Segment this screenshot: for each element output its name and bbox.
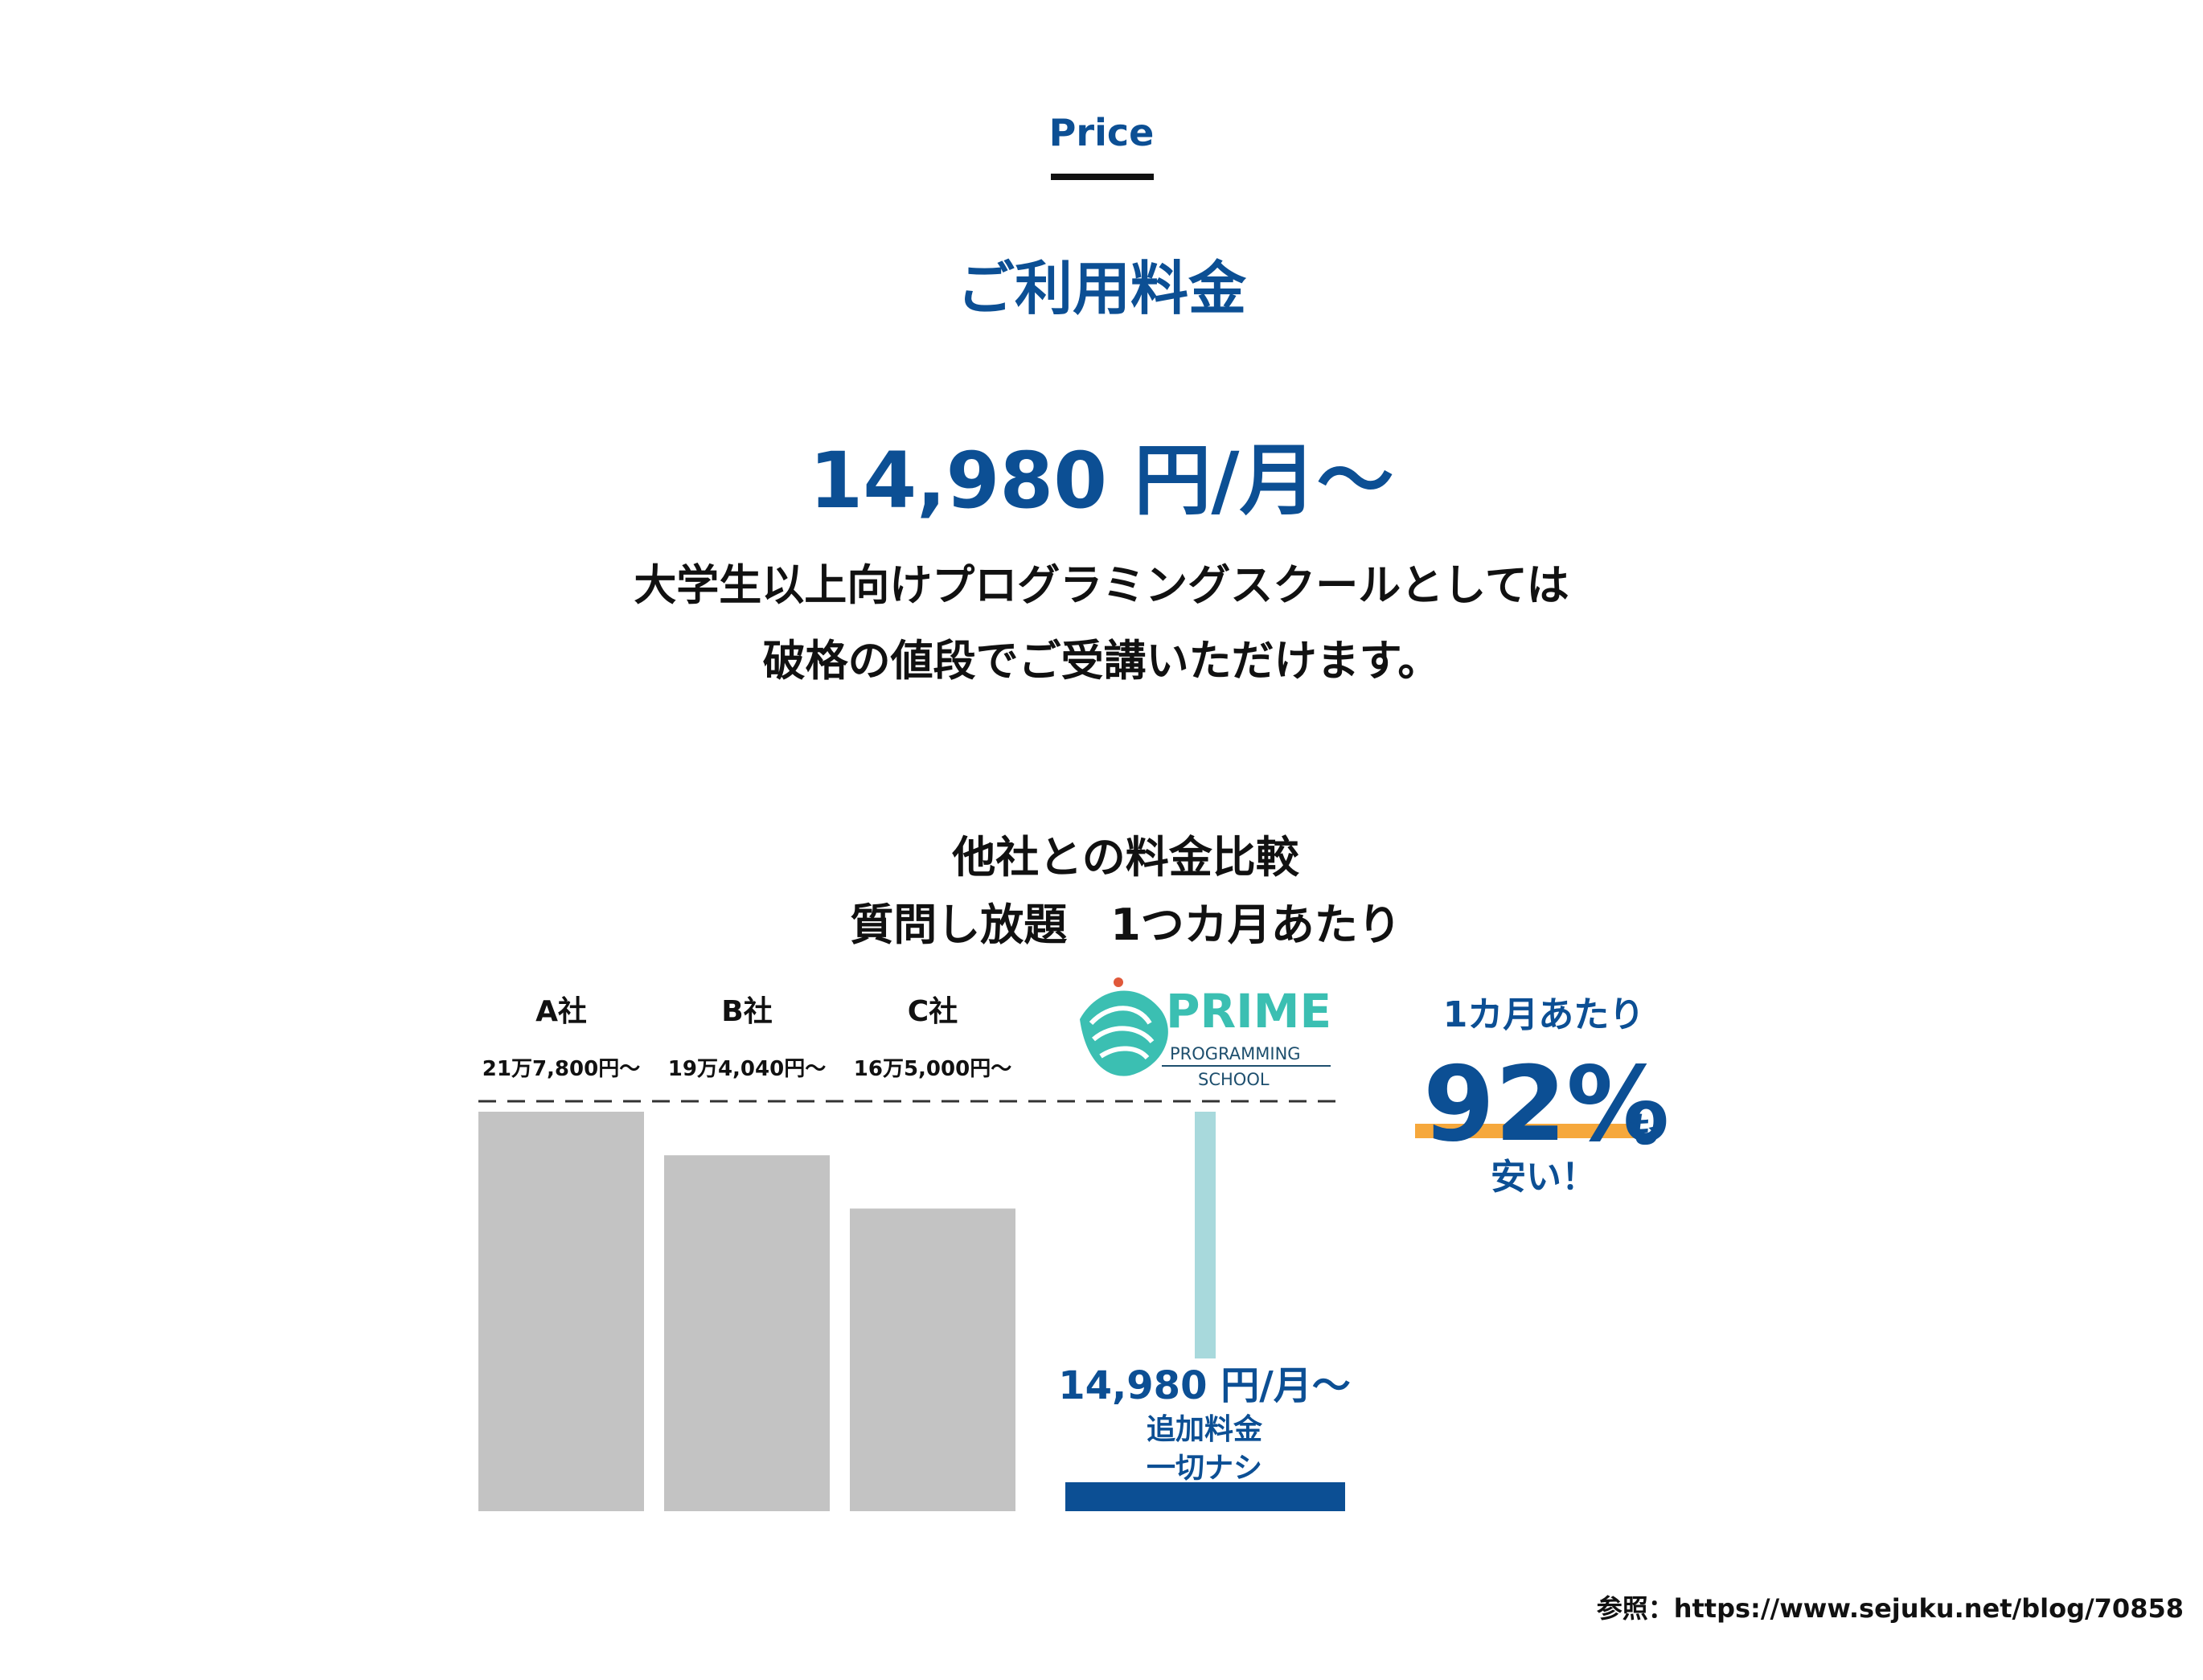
prime-logo-main: PRIME xyxy=(1166,984,1331,1039)
value-label-competitor-3: 16万5,000円〜 xyxy=(854,1057,1011,1081)
note-discount: 92% xyxy=(1423,1045,1670,1165)
highlight-annotation-1: 追加料金 xyxy=(1147,1412,1263,1446)
section-title: ご利用料金 xyxy=(956,255,1246,322)
description-line-1: 大学生以上向けプログラミングスクールとしては xyxy=(634,561,1569,610)
bar-competitor-1 xyxy=(478,1112,644,1511)
category-labels: A社 B社 C社 xyxy=(535,995,958,1028)
prime-logo: PRIME PROGRAMMING SCHOOL xyxy=(1080,977,1331,1089)
chart-subtitle: 質問し放題 1つカ月あたり xyxy=(850,899,1401,950)
description-line-2: 破格の値段でご受講いただけます。 xyxy=(762,637,1441,686)
bars xyxy=(478,1112,1345,1511)
category-label-competitor-3: C社 xyxy=(908,995,958,1028)
note-cheaper: 安い！ xyxy=(1491,1157,1597,1198)
headline-price: 14,980 円/月〜 xyxy=(809,436,1394,526)
value-labels: 21万7,800円〜 19万4,040円〜 16万5,000円〜 xyxy=(482,1057,1011,1081)
highlight-annotation-2: 一切ナシ xyxy=(1147,1452,1262,1485)
bar-prime-stem xyxy=(1195,1112,1216,1358)
highlight-value-label: 14,980 円/月〜 xyxy=(1058,1363,1350,1408)
eyebrow-underline xyxy=(1051,174,1154,180)
prime-logo-mark-icon xyxy=(1080,977,1168,1076)
bar-prime xyxy=(1065,1482,1345,1511)
category-label-competitor-1: A社 xyxy=(535,995,587,1028)
prime-logo-sub1: PROGRAMMING xyxy=(1170,1044,1301,1063)
note-discount-highlight xyxy=(1415,1124,1634,1138)
bar-competitor-2 xyxy=(664,1155,830,1511)
note-discount-suffix: も xyxy=(1626,1110,1661,1151)
prime-logo-sub2: SCHOOL xyxy=(1198,1070,1270,1089)
value-label-competitor-2: 19万4,040円〜 xyxy=(668,1057,826,1081)
bar-competitor-3 xyxy=(850,1208,1015,1511)
note-per-month: 1カ月あたり xyxy=(1442,994,1645,1035)
eyebrow-label: Price xyxy=(1048,111,1155,154)
footer-source: 参照：https://www.sejuku.net/blog/70858 xyxy=(1596,1593,2184,1624)
value-label-competitor-1: 21万7,800円〜 xyxy=(482,1057,640,1081)
chart-title: 他社との料金比較 xyxy=(952,832,1299,883)
category-label-competitor-2: B社 xyxy=(721,995,772,1028)
